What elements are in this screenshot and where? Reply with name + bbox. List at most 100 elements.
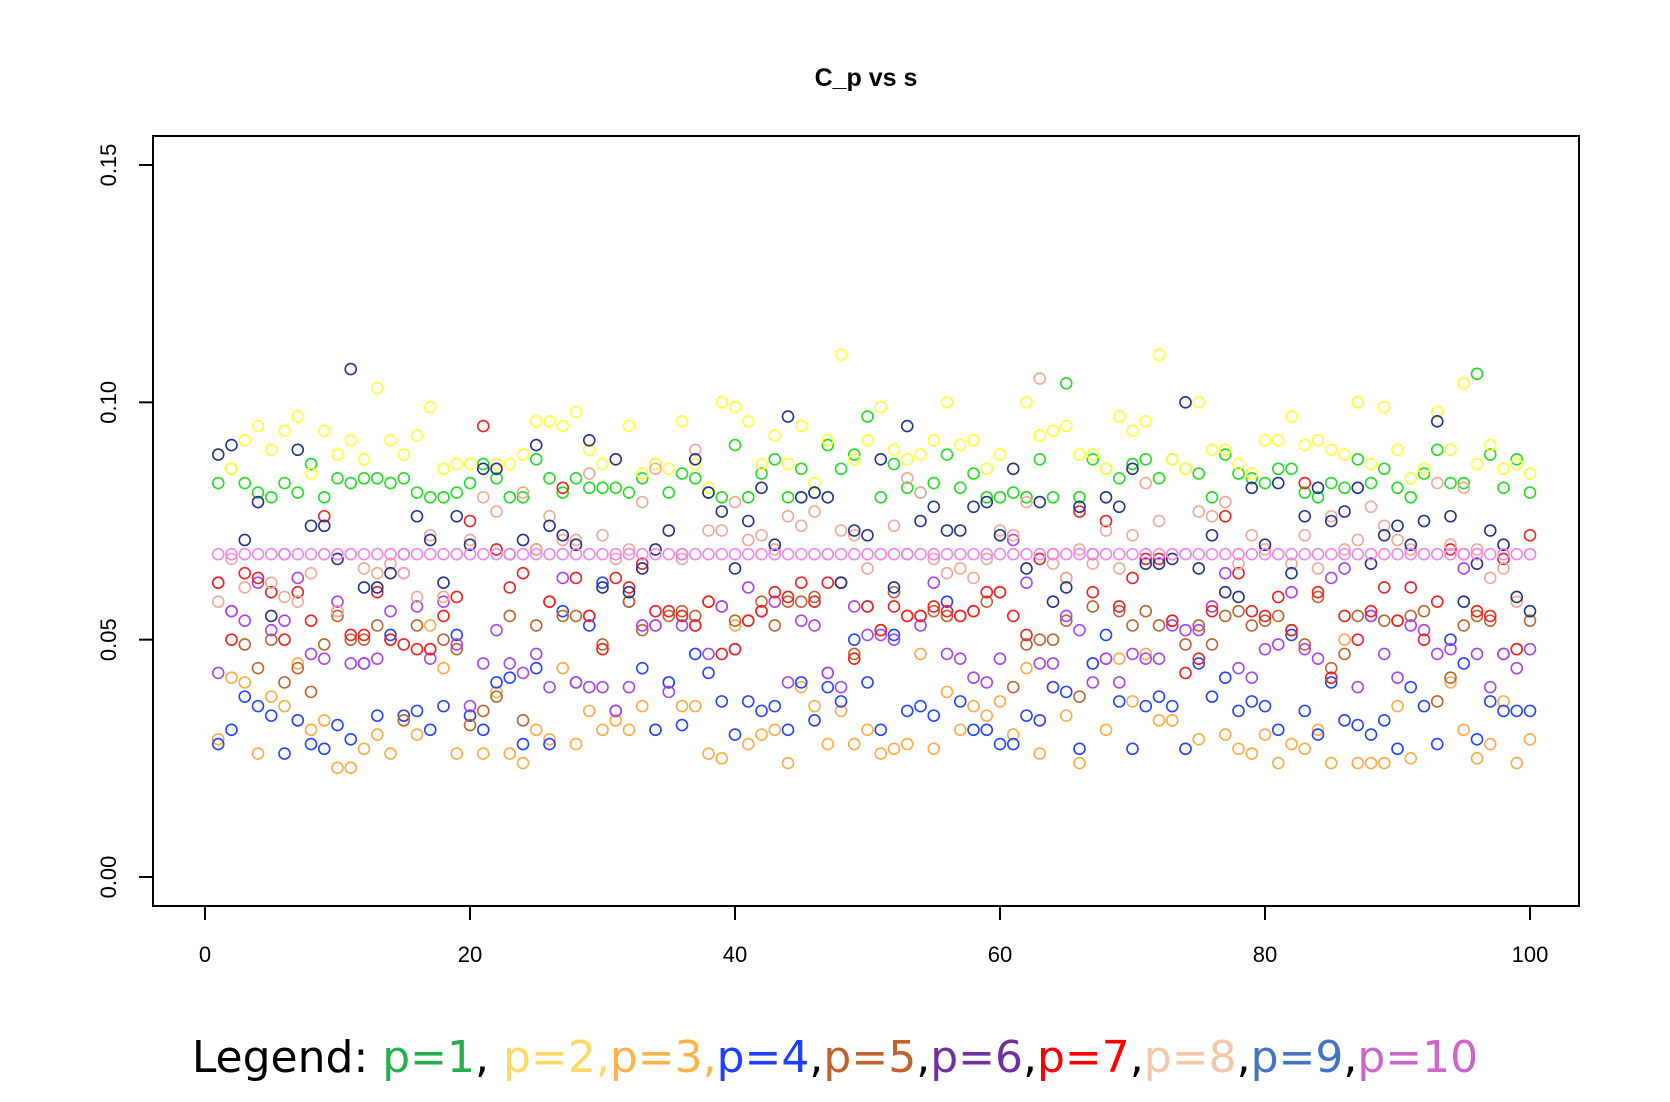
data-point: [304, 685, 318, 699]
data-point: [768, 452, 782, 466]
data-point: [1192, 547, 1206, 561]
data-point: [1351, 533, 1365, 547]
series-p=6: [211, 533, 1537, 718]
data-point: [543, 471, 556, 485]
data-point: [225, 438, 238, 452]
data-point: [357, 471, 371, 485]
data-point: [1232, 742, 1245, 756]
data-point: [874, 400, 888, 414]
data-point: [914, 514, 927, 528]
data-point: [1404, 752, 1418, 765]
data-point: [1152, 619, 1166, 632]
data-point: [490, 505, 503, 518]
data-point: [622, 419, 636, 433]
data-point: [887, 457, 901, 471]
data-point: [940, 448, 954, 461]
legend-separator: ,: [1236, 1032, 1251, 1083]
data-point: [1033, 552, 1047, 566]
data-point: [1298, 509, 1312, 523]
data-point: [1470, 367, 1484, 381]
data-point: [463, 709, 477, 722]
data-point: [834, 348, 848, 362]
data-point: [1377, 581, 1391, 594]
data-point: [1324, 676, 1338, 689]
data-point: [1218, 585, 1232, 599]
data-point: [344, 633, 358, 646]
data-point: [993, 490, 1007, 504]
data-point: [1139, 552, 1153, 566]
data-point: [1311, 490, 1325, 504]
data-point: [927, 742, 941, 756]
data-point: [1192, 396, 1206, 409]
data-point: [1510, 756, 1524, 770]
legend-prefix: Legend:: [191, 1032, 383, 1083]
data-point: [331, 609, 344, 623]
data-point: [635, 557, 649, 571]
data-point: [1152, 652, 1166, 665]
data-point: [423, 547, 437, 561]
data-point: [1205, 528, 1219, 542]
data-point: [715, 600, 729, 613]
data-point: [702, 666, 715, 680]
data-point: [1497, 695, 1510, 708]
data-point: [1086, 657, 1100, 670]
data-point: [463, 547, 477, 561]
legend-separator: ,: [1022, 1032, 1037, 1083]
data-point: [1126, 647, 1139, 661]
data-point: [490, 623, 503, 637]
data-point: [1324, 571, 1338, 585]
data-point: [781, 490, 795, 504]
data-point: [410, 728, 424, 741]
data-point: [927, 600, 941, 613]
x-tick-label: 20: [458, 942, 482, 967]
data-point: [662, 604, 676, 618]
data-point: [821, 434, 835, 447]
data-point: [1364, 728, 1378, 741]
data-point: [225, 671, 238, 684]
data-point: [1258, 538, 1272, 552]
data-point: [1046, 547, 1060, 561]
data-point: [741, 490, 755, 504]
data-point: [1059, 581, 1073, 594]
data-point: [635, 619, 649, 632]
data-point: [1338, 609, 1351, 623]
series-p=7: [211, 419, 1537, 684]
data-point: [1483, 680, 1497, 694]
data-point: [1179, 396, 1192, 409]
data-point: [635, 699, 649, 713]
data-point: [781, 676, 795, 689]
data-point: [278, 699, 291, 713]
data-point: [1152, 547, 1166, 561]
data-point: [874, 623, 888, 637]
data-point: [1059, 377, 1073, 390]
data-point: [1152, 714, 1166, 727]
data-point: [1165, 699, 1179, 713]
data-point: [755, 728, 768, 741]
data-point: [1483, 737, 1497, 751]
data-point: [1099, 652, 1113, 665]
data-point: [490, 471, 503, 485]
data-point: [1139, 452, 1153, 466]
data-point: [384, 434, 397, 447]
data-point: [834, 547, 848, 561]
data-point: [1311, 562, 1325, 575]
data-point: [370, 471, 384, 485]
data-point: [649, 619, 662, 632]
data-point: [1391, 671, 1404, 684]
data-point: [251, 699, 265, 713]
data-point: [635, 661, 649, 675]
y-axis: 0.00 0.05 0.10 0.15: [96, 144, 154, 898]
data-point: [741, 533, 755, 547]
data-point: [437, 699, 450, 713]
data-point: [1139, 699, 1153, 713]
data-point: [516, 533, 530, 547]
data-point: [1218, 448, 1232, 461]
data-point: [927, 576, 941, 590]
data-point: [463, 514, 477, 528]
data-point: [1020, 562, 1033, 575]
data-point: [291, 585, 305, 599]
data-point: [331, 604, 344, 618]
data-point: [953, 547, 967, 561]
data-point: [1510, 457, 1524, 471]
data-point: [688, 547, 702, 561]
